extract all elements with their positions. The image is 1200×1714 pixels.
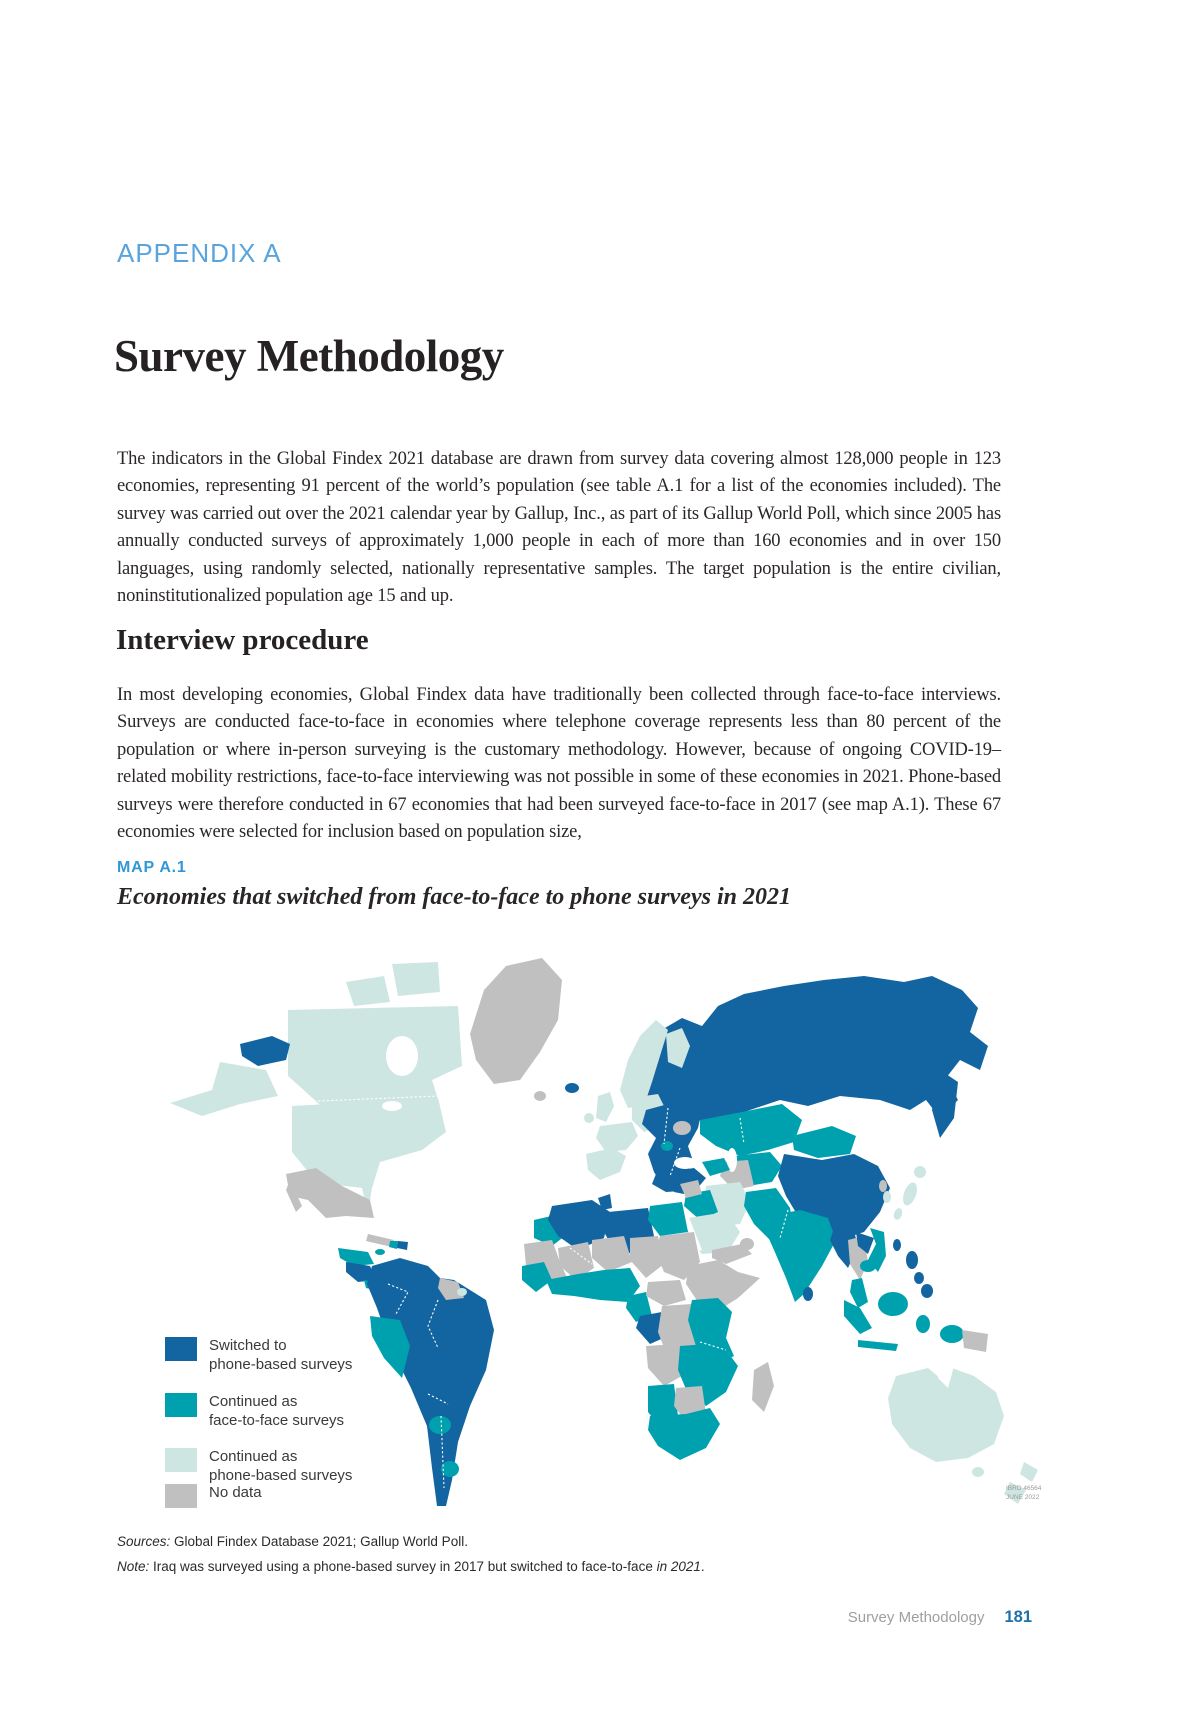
legend-label-line: Continued as <box>209 1393 298 1410</box>
legend-label-phone: Continued as phone-based surveys <box>209 1447 352 1485</box>
map-credit-line-2: JUNE 2022 <box>1006 1494 1040 1501</box>
intro-paragraph: The indicators in the Global Findex 2021… <box>117 449 1001 607</box>
legend-swatch-switched <box>165 1337 197 1361</box>
legend-item-switched: Switched to phone-based surveys <box>165 1336 352 1374</box>
legend-label-line: phone-based surveys <box>209 1356 353 1373</box>
legend-item-phone: Continued as phone-based surveys <box>165 1447 352 1485</box>
map-figure: IBRD 46564 JUNE 2022 Switched to phone-b… <box>140 948 1060 1508</box>
legend-label-switched: Switched to phone-based surveys <box>209 1336 352 1374</box>
world-map: IBRD 46564 JUNE 2022 <box>170 958 1042 1506</box>
page-footer: Survey Methodology 181 <box>848 1608 1032 1627</box>
appendix-label: APPENDIX A <box>117 238 282 268</box>
sources-label: Sources: <box>117 1534 171 1549</box>
legend-swatch-face-to-face <box>165 1393 197 1417</box>
note-text-period: . <box>700 1559 705 1574</box>
sources-line: Sources: Global Findex Database 2021; Ga… <box>117 1534 468 1549</box>
legend-label-line: Switched to <box>209 1337 287 1354</box>
region-greenland <box>470 958 562 1101</box>
map-figure-label: MAP A.1 <box>117 859 187 876</box>
map-credit-line-1: IBRD 46564 <box>1006 1485 1042 1492</box>
footer-page-number: 181 <box>1004 1608 1032 1626</box>
legend-label-line: phone-based surveys <box>209 1467 353 1484</box>
page-title: Survey Methodology <box>114 331 504 381</box>
region-latin-america <box>286 1168 494 1506</box>
note-label: Note: <box>117 1559 150 1574</box>
sources-text: Global Findex Database 2021; Gallup Worl… <box>170 1534 468 1549</box>
region-africa <box>522 1194 774 1460</box>
region-north-america <box>170 962 462 1214</box>
section-heading: Interview procedure <box>116 624 369 656</box>
note-text-italic: in 2021 <box>656 1559 701 1574</box>
map-figure-title: Economies that switched from face-to-fac… <box>117 884 791 910</box>
note-line: Note: Iraq was surveyed using a phone-ba… <box>117 1559 705 1574</box>
region-oceania <box>888 1366 1038 1504</box>
legend-swatch-phone <box>165 1448 197 1472</box>
footer-section-label: Survey Methodology <box>847 1609 985 1626</box>
legend-label-line: No data <box>209 1484 262 1501</box>
legend-label-line: face-to-face surveys <box>209 1412 345 1429</box>
legend-label-face-to-face: Continued as face-to-face surveys <box>209 1392 344 1430</box>
legend-label-no-data: No data <box>209 1483 262 1502</box>
legend-swatch-no-data <box>165 1484 197 1508</box>
region-eurasia <box>240 976 988 1352</box>
country-borders <box>295 1095 789 1489</box>
legend-item-face-to-face: Continued as face-to-face surveys <box>165 1392 344 1430</box>
legend-item-no-data: No data <box>165 1483 262 1508</box>
note-text: Iraq was surveyed using a phone-based su… <box>149 1559 657 1574</box>
legend-label-line: Continued as <box>209 1448 298 1465</box>
section-paragraph: In most developing economies, Global Fin… <box>117 685 1001 843</box>
